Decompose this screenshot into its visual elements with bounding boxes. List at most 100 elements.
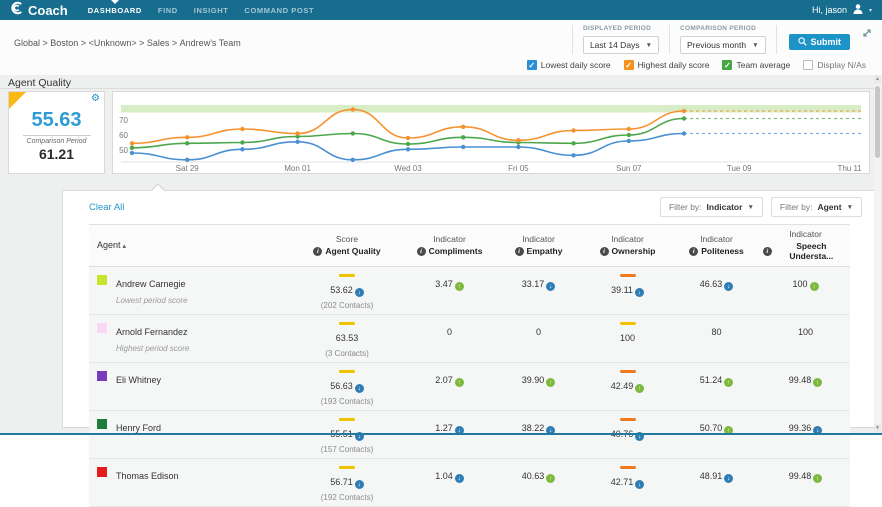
breadcrumb-boston[interactable]: Boston — [50, 38, 88, 48]
toggle-display-nas[interactable]: Display N/As — [803, 60, 866, 70]
column-indicator-politeness[interactable]: Indicator i Politeness — [672, 224, 761, 267]
column-indicator-ownership[interactable]: Indicator i Ownership — [583, 224, 672, 267]
data-point[interactable] — [405, 147, 411, 152]
data-point[interactable] — [240, 126, 245, 132]
column-agent[interactable]: Agent ▴ — [89, 224, 289, 267]
scrollbar-thumb[interactable] — [875, 86, 880, 158]
expand-view-icon[interactable] — [862, 25, 872, 43]
app-logo[interactable]: Coach — [10, 1, 68, 20]
info-icon[interactable]: i — [416, 246, 426, 256]
gear-icon[interactable]: ⚙ — [91, 93, 100, 104]
data-point[interactable] — [350, 157, 355, 162]
data-point[interactable] — [185, 135, 190, 140]
data-point[interactable] — [461, 144, 466, 150]
info-icon[interactable]: i — [599, 246, 609, 256]
agent-cell[interactable]: Andrew Carnegie Lowest period score — [89, 266, 289, 315]
comparison-period-select[interactable]: Previous month ▼ — [680, 36, 766, 54]
column-indicator-empathy[interactable]: Indicator i Empathy — [494, 224, 583, 267]
nav-insight[interactable]: INSIGHT — [193, 5, 229, 15]
info-icon[interactable]: i — [313, 246, 323, 256]
table-row[interactable]: Thomas Edison 56.71 ↓ (192 Contacts) 1.04 ↓ 40… — [89, 458, 850, 507]
trend-down-icon: ↓ — [354, 480, 364, 489]
vertical-scrollbar[interactable]: ▲ ▼ — [874, 75, 881, 433]
info-icon[interactable]: i — [689, 246, 699, 256]
table-header-row: Agent ▴ Score i Agent Quality Indicator i Com… — [89, 224, 850, 267]
column-indicator-compliments[interactable]: Indicator i Compliments — [405, 224, 494, 267]
data-point[interactable] — [185, 157, 190, 162]
data-point[interactable] — [350, 107, 355, 112]
data-point[interactable] — [626, 132, 631, 138]
data-point[interactable] — [516, 144, 521, 150]
data-point[interactable] — [571, 128, 576, 133]
data-point[interactable] — [626, 126, 631, 132]
data-point[interactable] — [681, 116, 687, 121]
scroll-down-arrow[interactable]: ▼ — [874, 424, 881, 433]
data-point[interactable] — [240, 147, 245, 152]
data-point[interactable] — [571, 153, 576, 158]
nav-dashboard[interactable]: DASHBOARD — [88, 0, 142, 20]
quality-chart-svg[interactable]: 50 60 70 Sat 29 Mon 01 Wed 03 Fri 05 Sun 07 Tue … — [113, 92, 868, 173]
agent-color-swatch — [97, 467, 107, 477]
toggle-highest-daily-score[interactable]: ✓ Highest daily score — [623, 60, 710, 70]
breadcrumb-team[interactable]: Andrew's Team — [179, 38, 241, 48]
trend-up-icon: ↑ — [724, 426, 734, 435]
nav-command-post[interactable]: COMMAND POST — [244, 5, 315, 15]
indicator-cell: 80 — [672, 314, 761, 363]
clear-all-link[interactable]: Clear All — [89, 202, 125, 213]
info-icon[interactable]: i — [763, 246, 772, 256]
data-point[interactable] — [571, 141, 576, 146]
breadcrumb-global[interactable]: Global — [14, 38, 50, 48]
indicator-value: 1.04 ↓ — [435, 471, 464, 483]
user-avatar-icon — [852, 3, 864, 17]
chevron-down-icon: ▼ — [645, 41, 652, 49]
status-dash — [619, 274, 636, 277]
submit-button[interactable]: Submit — [788, 34, 850, 50]
column-score-agent-quality[interactable]: Score i Agent Quality — [289, 224, 405, 267]
data-point[interactable] — [461, 135, 466, 140]
info-icon[interactable]: i — [514, 246, 524, 256]
data-point[interactable] — [350, 131, 355, 136]
breadcrumb-sales[interactable]: Sales — [147, 38, 180, 48]
agent-cell[interactable]: Arnold Fernandez Highest period score — [89, 314, 289, 363]
x-tick-label: Thu 11 — [837, 164, 862, 173]
agent-name: Arnold Fernandez — [116, 327, 188, 337]
data-point[interactable] — [240, 140, 245, 145]
agent-cell[interactable]: Thomas Edison — [89, 458, 289, 507]
data-point[interactable] — [129, 145, 135, 150]
column-indicator-speech[interactable]: Indicator i Speech Understa... — [761, 224, 850, 267]
x-tick-label: Mon 01 — [284, 164, 311, 173]
data-point[interactable] — [516, 138, 521, 143]
data-point[interactable] — [405, 141, 411, 147]
nav-find[interactable]: FIND — [157, 5, 178, 15]
data-point[interactable] — [295, 131, 300, 136]
data-point[interactable] — [681, 108, 687, 114]
toggle-team-average[interactable]: ✓ Team average — [722, 60, 791, 70]
comparison-period-block: COMPARISON PERIOD Previous month ▼ — [669, 25, 777, 54]
indicator-cell: 3.47 ↑ — [405, 266, 494, 315]
agent-cell[interactable]: Eli Whitney — [89, 362, 289, 411]
trend-down-icon: ↓ — [354, 384, 364, 393]
filter-by-indicator-select[interactable]: Filter by: Indicator ▼ — [659, 197, 763, 217]
data-point[interactable] — [185, 141, 190, 146]
data-point[interactable] — [405, 135, 411, 141]
trend-down-icon: ↓ — [354, 432, 364, 441]
toggle-lowest-daily-score[interactable]: ✓ Lowest daily score — [526, 60, 611, 70]
table-row[interactable]: Arnold Fernandez Highest period score 63.5… — [89, 314, 850, 363]
data-point[interactable] — [129, 150, 135, 156]
indicator-cell: 2.07 ↑ — [405, 362, 494, 411]
breadcrumb-unknown[interactable]: <Unknown> — [89, 38, 147, 48]
table-row[interactable]: Andrew Carnegie Lowest period score 53.62 ↓… — [89, 266, 850, 315]
agent-quality-kpi-card[interactable]: ⚙ 55.63 Comparison Period 61.21 — [8, 91, 105, 174]
data-point[interactable] — [626, 138, 631, 144]
data-point[interactable] — [129, 141, 135, 146]
data-point[interactable] — [295, 139, 300, 144]
displayed-period-select[interactable]: Last 14 Days ▼ — [582, 36, 659, 54]
user-menu[interactable]: Hi, jason ▾ — [812, 3, 872, 17]
data-point[interactable] — [681, 131, 687, 136]
table-row[interactable]: Eli Whitney 56.63 ↓ (193 Contacts) 2.07 ↑ 39.9… — [89, 362, 850, 411]
filter-by-agent-select[interactable]: Filter by: Agent ▼ — [770, 197, 862, 217]
score-cell: 56.71 ↓ (192 Contacts) — [289, 458, 405, 507]
agent-period-note: Highest period score — [116, 344, 190, 353]
scroll-up-arrow[interactable]: ▲ — [874, 75, 881, 84]
data-point[interactable] — [461, 124, 466, 129]
